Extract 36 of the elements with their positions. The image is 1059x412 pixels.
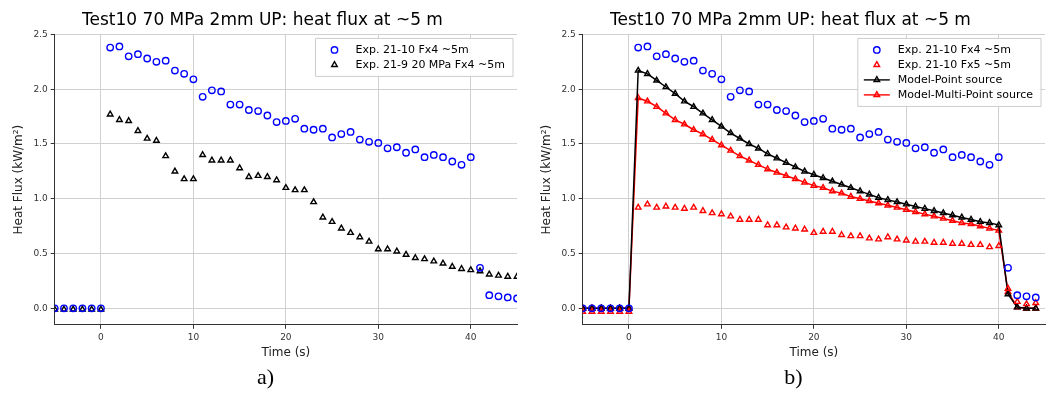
legend-label: Model-Point source xyxy=(897,72,1003,86)
y-axis-title: Heat Flux (kW/m²) xyxy=(11,124,26,235)
x-tick-label: 40 xyxy=(465,331,477,342)
legend-label: Exp. 21-10 Fx5 ~5m xyxy=(897,57,1011,71)
y-tick-label: 2.0 xyxy=(561,83,576,94)
x-tick-label: 10 xyxy=(187,331,200,342)
legend-label: Model-Multi-Point source xyxy=(897,87,1034,101)
y-axis-title: Heat Flux (kW/m²) xyxy=(539,124,554,235)
x-axis-title: Time (s) xyxy=(788,344,839,359)
x-tick-label: 30 xyxy=(900,331,913,342)
y-tick-label: 2.5 xyxy=(33,28,48,39)
chart-title: Test10 70 MPa 2mm UP: heat flux at ~5 m xyxy=(81,8,443,29)
y-tick-label: 1.5 xyxy=(561,138,576,149)
legend-label: Exp. 21-10 Fx4 ~5m xyxy=(355,42,469,56)
x-tick-label: 20 xyxy=(808,331,820,342)
x-tick-label: 30 xyxy=(372,331,385,342)
x-tick-label: 20 xyxy=(280,331,292,342)
x-tick-label: 0 xyxy=(626,331,633,342)
y-tick-label: 0.0 xyxy=(561,302,576,313)
y-tick-label: 1.5 xyxy=(33,138,48,149)
y-tick-label: 0.5 xyxy=(561,247,576,258)
text: b) xyxy=(784,364,803,390)
y-tick-label: 0.5 xyxy=(33,247,48,258)
y-tick-label: 0.0 xyxy=(33,302,48,313)
x-tick-label: 40 xyxy=(993,331,1005,342)
y-tick-label: 2.5 xyxy=(561,28,576,39)
y-tick-label: 1.0 xyxy=(561,193,576,204)
legend-label: Exp. 21-9 20 MPa Fx4 ~5m xyxy=(355,57,506,71)
x-tick-label: 0 xyxy=(98,331,105,342)
x-tick-label: 10 xyxy=(715,331,728,342)
chart-title: Test10 70 MPa 2mm UP: heat flux at ~5 m xyxy=(609,8,971,29)
y-tick-label: 2.0 xyxy=(33,83,48,94)
x-axis-title: Time (s) xyxy=(260,344,311,359)
y-tick-label: 1.0 xyxy=(33,193,48,204)
legend-label: Exp. 21-10 Fx4 ~5m xyxy=(897,42,1011,56)
text: a) xyxy=(256,364,275,390)
